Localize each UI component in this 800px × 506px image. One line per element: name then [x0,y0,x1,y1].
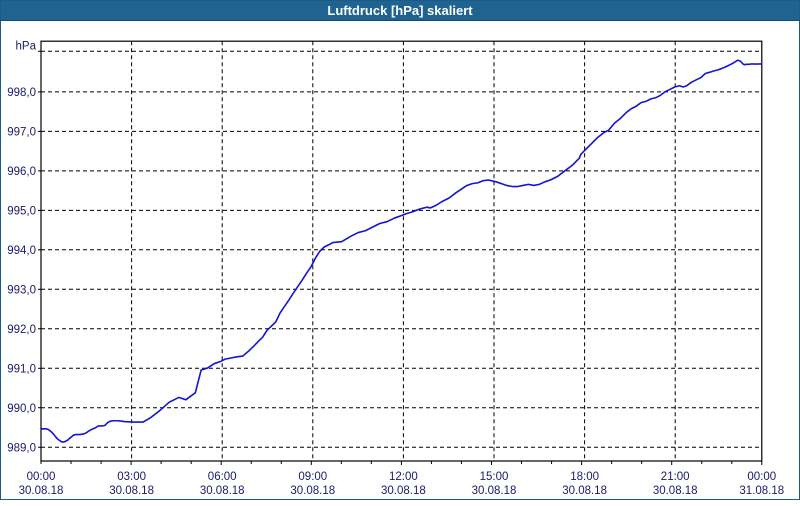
svg-text:00:00: 00:00 [747,471,776,483]
svg-text:990,0: 990,0 [7,403,36,415]
svg-text:992,0: 992,0 [7,324,36,336]
svg-text:21:00: 21:00 [661,471,690,483]
svg-text:09:00: 09:00 [298,471,327,483]
svg-text:30.08.18: 30.08.18 [200,485,245,497]
svg-text:30.08.18: 30.08.18 [381,485,426,497]
svg-text:995,0: 995,0 [7,206,36,218]
svg-text:31.08.18: 31.08.18 [739,485,784,497]
svg-text:30.08.18: 30.08.18 [290,485,335,497]
svg-text:06:00: 06:00 [208,471,237,483]
svg-text:00:00: 00:00 [27,471,56,483]
svg-text:993,0: 993,0 [7,285,36,297]
svg-text:30.08.18: 30.08.18 [19,485,64,497]
svg-text:hPa: hPa [16,41,37,53]
svg-text:30.08.18: 30.08.18 [472,485,517,497]
svg-text:12:00: 12:00 [389,471,418,483]
svg-text:30.08.18: 30.08.18 [109,485,154,497]
svg-text:996,0: 996,0 [7,166,36,178]
svg-text:989,0: 989,0 [7,443,36,455]
svg-text:30.08.18: 30.08.18 [653,485,698,497]
svg-text:991,0: 991,0 [7,364,36,376]
svg-text:997,0: 997,0 [7,127,36,139]
svg-text:03:00: 03:00 [117,471,146,483]
svg-text:15:00: 15:00 [480,471,509,483]
svg-text:998,0: 998,0 [7,87,36,99]
svg-text:994,0: 994,0 [7,245,36,257]
svg-text:18:00: 18:00 [570,471,599,483]
svg-text:30.08.18: 30.08.18 [562,485,607,497]
